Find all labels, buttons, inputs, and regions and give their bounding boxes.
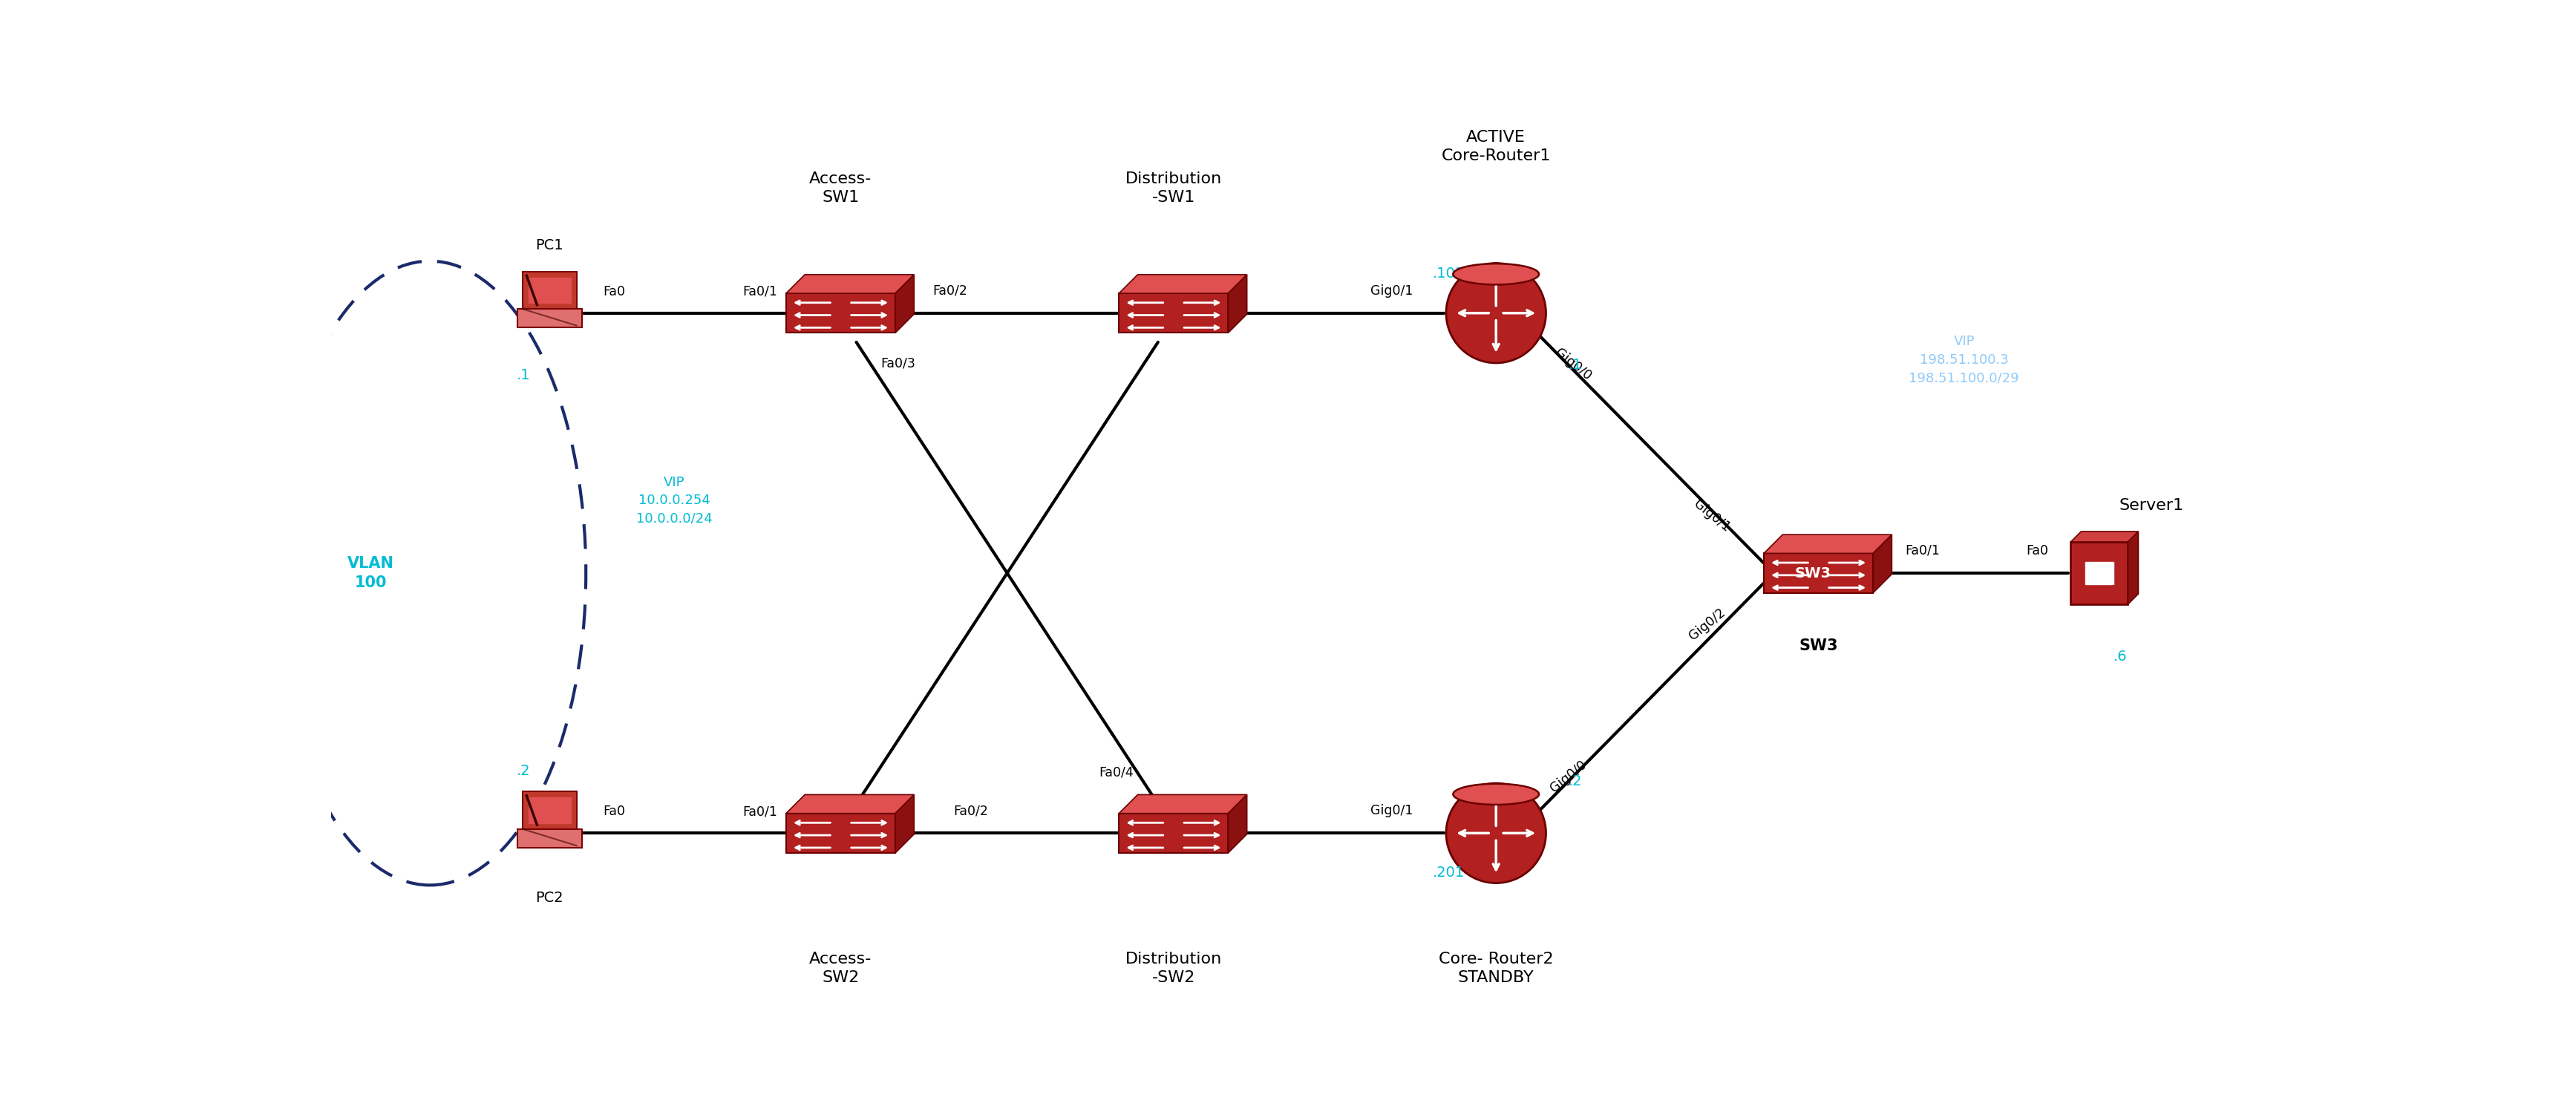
Polygon shape bbox=[1765, 553, 1873, 593]
Polygon shape bbox=[786, 274, 914, 293]
Circle shape bbox=[1445, 263, 1546, 363]
Polygon shape bbox=[2071, 532, 2138, 542]
Text: .2: .2 bbox=[518, 764, 531, 778]
Ellipse shape bbox=[1453, 784, 1538, 805]
Text: .6: .6 bbox=[2112, 649, 2128, 663]
Text: PC2: PC2 bbox=[536, 891, 564, 904]
Text: .1: .1 bbox=[518, 368, 531, 382]
Text: Fa0: Fa0 bbox=[2025, 544, 2048, 558]
Polygon shape bbox=[518, 309, 582, 328]
Text: Gig0/1: Gig0/1 bbox=[1690, 497, 1734, 535]
Text: .1: .1 bbox=[1569, 358, 1582, 372]
FancyBboxPatch shape bbox=[2084, 562, 2115, 584]
Text: Gig0/0: Gig0/0 bbox=[1548, 757, 1589, 795]
Polygon shape bbox=[523, 792, 577, 828]
Text: Gig0/0: Gig0/0 bbox=[1553, 346, 1595, 382]
Polygon shape bbox=[518, 828, 582, 847]
Text: .201: .201 bbox=[1432, 865, 1466, 880]
Text: .2: .2 bbox=[1569, 774, 1582, 788]
Polygon shape bbox=[786, 795, 914, 813]
Polygon shape bbox=[1229, 274, 1247, 333]
Text: Fa0/3: Fa0/3 bbox=[881, 357, 914, 370]
Text: Fa0/4: Fa0/4 bbox=[1100, 766, 1133, 779]
Text: Fa0: Fa0 bbox=[603, 285, 626, 299]
Text: ACTIVE
Core-Router1: ACTIVE Core-Router1 bbox=[1443, 129, 1551, 164]
Ellipse shape bbox=[1453, 263, 1538, 284]
Polygon shape bbox=[1873, 534, 1891, 593]
Text: SW3: SW3 bbox=[1795, 566, 1832, 580]
Polygon shape bbox=[1765, 534, 1891, 553]
Text: VIP
10.0.0.254
10.0.0.0/24: VIP 10.0.0.254 10.0.0.0/24 bbox=[636, 476, 714, 525]
Polygon shape bbox=[1229, 795, 1247, 853]
Text: Access-
SW2: Access- SW2 bbox=[809, 951, 873, 986]
Text: Distribution
-SW1: Distribution -SW1 bbox=[1126, 172, 1221, 205]
Text: Fa0: Fa0 bbox=[603, 805, 626, 818]
Text: .101: .101 bbox=[1432, 266, 1466, 281]
Text: Distribution
-SW2: Distribution -SW2 bbox=[1126, 951, 1221, 986]
Text: Fa0/2: Fa0/2 bbox=[933, 284, 969, 298]
Text: Fa0/1: Fa0/1 bbox=[742, 285, 778, 299]
Text: Core- Router2
STANDBY: Core- Router2 STANDBY bbox=[1437, 951, 1553, 986]
Polygon shape bbox=[1118, 293, 1229, 333]
Text: Server1: Server1 bbox=[2120, 498, 2184, 513]
Text: Gig0/2: Gig0/2 bbox=[1687, 605, 1728, 643]
Polygon shape bbox=[528, 277, 572, 303]
Polygon shape bbox=[1118, 813, 1229, 853]
Text: VIP
198.51.100.3
198.51.100.0/29: VIP 198.51.100.3 198.51.100.0/29 bbox=[1909, 336, 2020, 385]
Text: Fa0/2: Fa0/2 bbox=[953, 804, 989, 817]
Text: VLAN
100: VLAN 100 bbox=[348, 556, 394, 590]
Polygon shape bbox=[1118, 274, 1247, 293]
Text: SW3: SW3 bbox=[1798, 639, 1837, 653]
Polygon shape bbox=[2128, 532, 2138, 604]
Text: PC1: PC1 bbox=[536, 239, 564, 252]
Polygon shape bbox=[1118, 795, 1247, 813]
Text: Gig0/1: Gig0/1 bbox=[1370, 804, 1414, 817]
Text: Access-
SW1: Access- SW1 bbox=[809, 172, 873, 205]
Polygon shape bbox=[896, 795, 914, 853]
Polygon shape bbox=[2071, 542, 2128, 604]
Circle shape bbox=[1445, 783, 1546, 883]
Polygon shape bbox=[786, 293, 896, 333]
Text: Fa0/1: Fa0/1 bbox=[742, 805, 778, 818]
Polygon shape bbox=[523, 271, 577, 309]
Text: Fa0/1: Fa0/1 bbox=[1906, 544, 1940, 558]
Polygon shape bbox=[786, 813, 896, 853]
Text: Gig0/1: Gig0/1 bbox=[1370, 284, 1414, 298]
Polygon shape bbox=[896, 274, 914, 333]
Polygon shape bbox=[528, 797, 572, 824]
